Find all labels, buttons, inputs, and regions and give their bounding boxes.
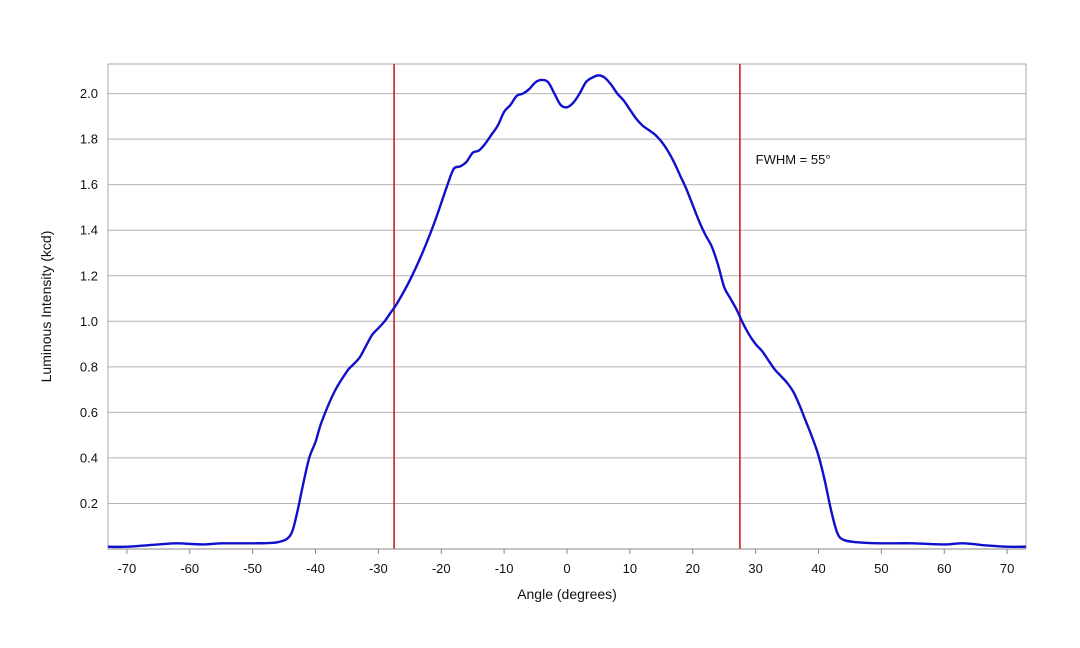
fwhm-annotation: FWHM = 55°	[756, 152, 831, 167]
y-tick-label: 1.2	[80, 268, 98, 283]
x-tick-label: -60	[180, 561, 199, 576]
x-tick-label: -20	[432, 561, 451, 576]
annotations: FWHM = 55°	[756, 152, 831, 167]
grid-lines	[108, 93, 1026, 504]
x-axis-label: Angle (degrees)	[517, 586, 617, 602]
y-tick-label: 1.8	[80, 132, 98, 147]
y-tick-label: 1.0	[80, 314, 98, 329]
x-tick-label: 40	[811, 561, 825, 576]
x-tick-label: 30	[748, 561, 762, 576]
x-tick-label: -30	[369, 561, 388, 576]
x-tick-label: -50	[243, 561, 262, 576]
x-tick-label: 0	[563, 561, 570, 576]
x-tick-label: -10	[495, 561, 514, 576]
y-tick-label: 0.8	[80, 359, 98, 374]
intensity-series-line	[107, 74, 1027, 549]
fwhm-markers	[393, 64, 741, 549]
x-tick-label: 10	[623, 561, 637, 576]
y-axis: 0.2 0.4 0.6 0.8 1.0 1.2 1.4 1.6 1.8 2.0	[80, 86, 98, 511]
y-axis-label: Luminous Intensity (kcd)	[38, 231, 54, 383]
y-tick-label: 2.0	[80, 86, 98, 101]
y-tick-label: 1.6	[80, 177, 98, 192]
x-axis: -70 -60 -50 -40 -30 -20 -10 0 10 20 30 40 50 60 70	[108, 548, 1026, 576]
x-tick-label: 60	[937, 561, 951, 576]
x-tick-label: 70	[1000, 561, 1014, 576]
x-tick-label: -70	[117, 561, 136, 576]
y-tick-label: 0.6	[80, 405, 98, 420]
plot-frame	[107, 63, 1027, 550]
y-tick-label: 0.2	[80, 496, 98, 511]
x-tick-label: -40	[306, 561, 325, 576]
x-tick-label: 20	[686, 561, 700, 576]
y-tick-label: 1.4	[80, 223, 98, 238]
y-tick-label: 0.4	[80, 450, 98, 465]
x-tick-label: 50	[874, 561, 888, 576]
series-layer	[107, 74, 1027, 549]
